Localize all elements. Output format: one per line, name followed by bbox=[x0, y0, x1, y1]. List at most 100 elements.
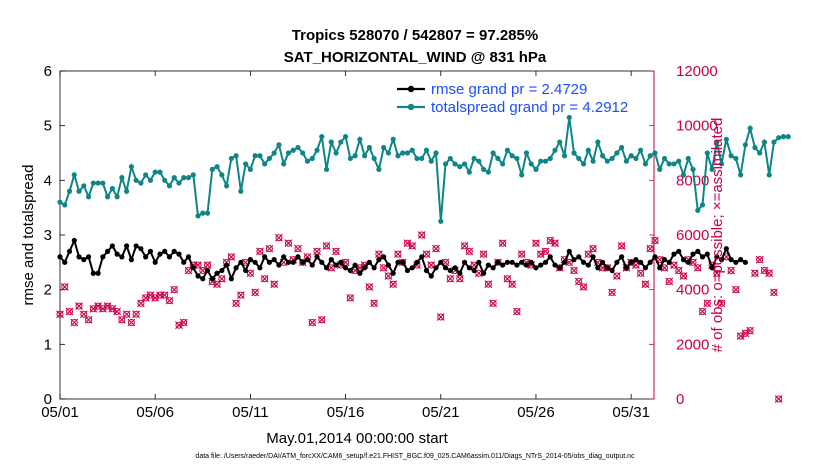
totalspread-point bbox=[457, 164, 463, 170]
rmse-point bbox=[576, 254, 582, 260]
totalspread-point bbox=[266, 155, 273, 162]
obs-assimilated-point bbox=[608, 288, 617, 297]
totalspread-point bbox=[90, 180, 96, 186]
totalspread-point bbox=[514, 155, 520, 162]
obs-assimilated-point bbox=[127, 318, 136, 327]
rmse-point bbox=[495, 259, 501, 265]
rmse-point bbox=[466, 265, 472, 271]
obs-possible-point bbox=[365, 283, 373, 291]
totalspread-point bbox=[704, 150, 710, 156]
obs-possible-point bbox=[270, 280, 278, 288]
obs-possible-point bbox=[765, 269, 773, 277]
obs-assimilated-point bbox=[436, 313, 445, 321]
obs-possible-point bbox=[80, 310, 88, 318]
rmse-point bbox=[300, 259, 306, 265]
totalspread-point bbox=[733, 155, 739, 162]
rmse-point bbox=[519, 259, 525, 265]
legend: rmse grand pr = 2.4729 totalspread grand… bbox=[397, 81, 628, 116]
obs-possible-point bbox=[713, 269, 721, 277]
rmse-point bbox=[347, 267, 353, 274]
obs-assimilated-point bbox=[175, 321, 183, 330]
totalspread-point bbox=[319, 134, 325, 140]
totalspread-point bbox=[342, 134, 349, 140]
rmse-point bbox=[314, 254, 320, 260]
rmse-point bbox=[738, 257, 744, 263]
rmse-point bbox=[376, 257, 382, 263]
obs-assimilated-point bbox=[498, 239, 507, 248]
totalspread-point bbox=[557, 139, 563, 145]
totalspread-point bbox=[333, 150, 339, 156]
obs-possible-point bbox=[132, 310, 140, 318]
obs-possible-point bbox=[323, 242, 331, 250]
rmse-point bbox=[233, 265, 239, 271]
totalspread-point bbox=[680, 172, 687, 178]
totalspread-point bbox=[57, 199, 63, 205]
totalspread-point bbox=[723, 136, 729, 142]
totalspread-point bbox=[190, 172, 196, 178]
rmse-point bbox=[147, 248, 154, 254]
obs-possible-point bbox=[532, 239, 540, 247]
totalspread-point bbox=[509, 153, 515, 159]
rmse-point bbox=[704, 251, 710, 257]
rmse-point bbox=[628, 259, 634, 265]
totalspread-point bbox=[590, 158, 596, 164]
rmse-point bbox=[718, 257, 725, 263]
totalspread-point bbox=[671, 161, 677, 167]
footer-data-file: data file: /Users/raeder/DAI/ATM_forcXX/… bbox=[195, 453, 635, 460]
obs-possible-point bbox=[394, 250, 402, 258]
obs-possible-point bbox=[718, 299, 726, 307]
obs-assimilated-point bbox=[546, 236, 555, 245]
rmse-point bbox=[281, 254, 287, 260]
obs-assimilated-point bbox=[256, 247, 264, 256]
rmse-point bbox=[76, 254, 82, 260]
obs-possible-point bbox=[637, 269, 645, 277]
rmse-point bbox=[423, 267, 430, 274]
rmse-point bbox=[723, 246, 729, 252]
totalspread-point bbox=[114, 194, 120, 200]
obs-possible-point bbox=[227, 253, 235, 261]
rmse-point bbox=[742, 259, 748, 265]
totalspread-point bbox=[381, 144, 387, 151]
obs-assimilated-point bbox=[731, 285, 740, 294]
totalspread-point bbox=[647, 153, 653, 159]
totalspread-point bbox=[128, 164, 134, 170]
rmse-point bbox=[204, 267, 211, 274]
rmse-point bbox=[109, 243, 115, 249]
obs-assimilated-point bbox=[455, 274, 464, 283]
obs-assimilated-point bbox=[579, 283, 588, 291]
rmse-point bbox=[657, 265, 663, 271]
obs-assimilated-point bbox=[736, 332, 745, 341]
totalspread-point bbox=[761, 139, 768, 145]
x-tick-label: 05/11 bbox=[232, 404, 268, 421]
totalspread-point bbox=[542, 158, 549, 164]
totalspread-point bbox=[304, 158, 311, 164]
rmse-point bbox=[599, 259, 606, 265]
rmse-point bbox=[57, 254, 63, 260]
totalspread-point bbox=[204, 210, 211, 216]
obs-possible-point bbox=[194, 261, 202, 269]
totalspread-point bbox=[247, 166, 253, 172]
rmse-point bbox=[371, 265, 377, 271]
totalspread-point bbox=[352, 153, 358, 159]
obs-assimilated-point bbox=[165, 296, 174, 305]
obs-assimilated-point bbox=[394, 250, 402, 259]
obs-assimilated-point bbox=[313, 247, 321, 256]
rmse-point bbox=[157, 251, 163, 257]
obs-assimilated-point bbox=[227, 252, 236, 261]
rmse-point bbox=[442, 265, 449, 271]
totalspread-point bbox=[300, 150, 306, 156]
obs-possible-point bbox=[237, 291, 245, 299]
obs-possible-point bbox=[427, 261, 435, 269]
totalspread-point bbox=[257, 153, 263, 159]
obs-possible-point bbox=[165, 297, 173, 305]
totalspread-point bbox=[442, 161, 449, 167]
obs-possible-point bbox=[589, 245, 597, 253]
obs-assimilated-point bbox=[146, 291, 155, 300]
totalspread-point bbox=[147, 177, 154, 183]
totalspread-point bbox=[271, 150, 277, 156]
obs-assimilated-point bbox=[570, 266, 578, 275]
totalspread-point bbox=[785, 134, 791, 140]
obs-possible-point bbox=[137, 299, 145, 307]
obs-assimilated-point bbox=[294, 244, 302, 253]
totalspread-point bbox=[604, 158, 610, 164]
